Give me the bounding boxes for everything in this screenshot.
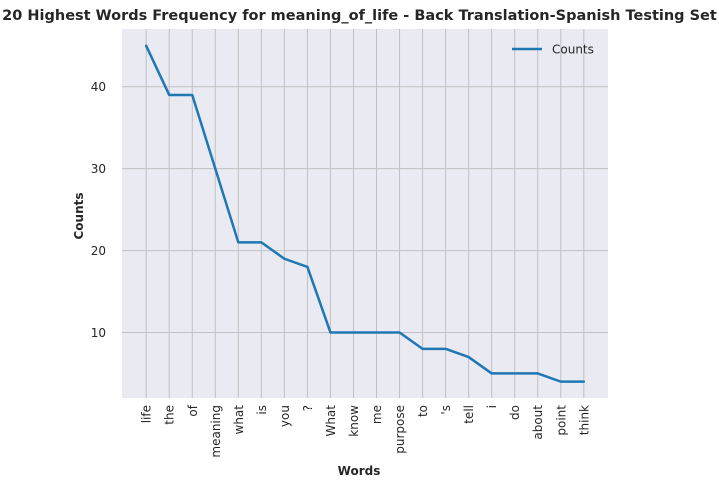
x-tick-label: to — [416, 405, 430, 417]
x-tick-label: meaning — [209, 405, 223, 458]
x-tick-label: think — [577, 405, 591, 435]
x-tick-label: ? — [301, 405, 315, 411]
y-tick-label: 20 — [91, 244, 106, 258]
legend-label: Counts — [552, 43, 594, 57]
y-tick-label: 30 — [91, 162, 106, 176]
x-axis-label: Words — [338, 464, 381, 478]
x-tick-label: what — [232, 405, 246, 435]
x-tick-label: point — [554, 405, 568, 436]
x-tick-label: is — [255, 405, 269, 415]
series-line — [144, 44, 586, 383]
plot-area — [122, 29, 608, 398]
y-tick-label: 10 — [91, 326, 106, 340]
y-axis-label: Counts — [72, 192, 86, 239]
x-tick-label: 's — [439, 405, 453, 415]
x-tick-label: tell — [462, 405, 476, 424]
x-tick-label: purpose — [393, 405, 407, 454]
x-tick-label: i — [485, 405, 499, 408]
x-tick-label: about — [531, 405, 545, 440]
x-tick-labels: life the of meaning what is you? What know me purp… — [140, 404, 592, 457]
x-tick-label: me — [370, 405, 384, 424]
y-tick-labels: 10 20 30 40 — [91, 80, 106, 340]
x-tick-label: know — [347, 405, 361, 437]
x-tick-label: do — [508, 405, 522, 420]
x-tick-label: What — [324, 405, 338, 437]
y-tick-label: 40 — [91, 80, 106, 94]
x-tick-label: the — [163, 405, 177, 425]
x-grid — [145, 29, 585, 398]
chart-title: 20 Highest Words Frequency for meaning_o… — [2, 8, 717, 24]
series-layer — [144, 44, 586, 383]
x-tick-label: of — [186, 404, 200, 416]
x-tick-label: life — [140, 405, 154, 423]
legend: Counts — [512, 43, 594, 57]
x-tick-label: you — [278, 405, 292, 427]
